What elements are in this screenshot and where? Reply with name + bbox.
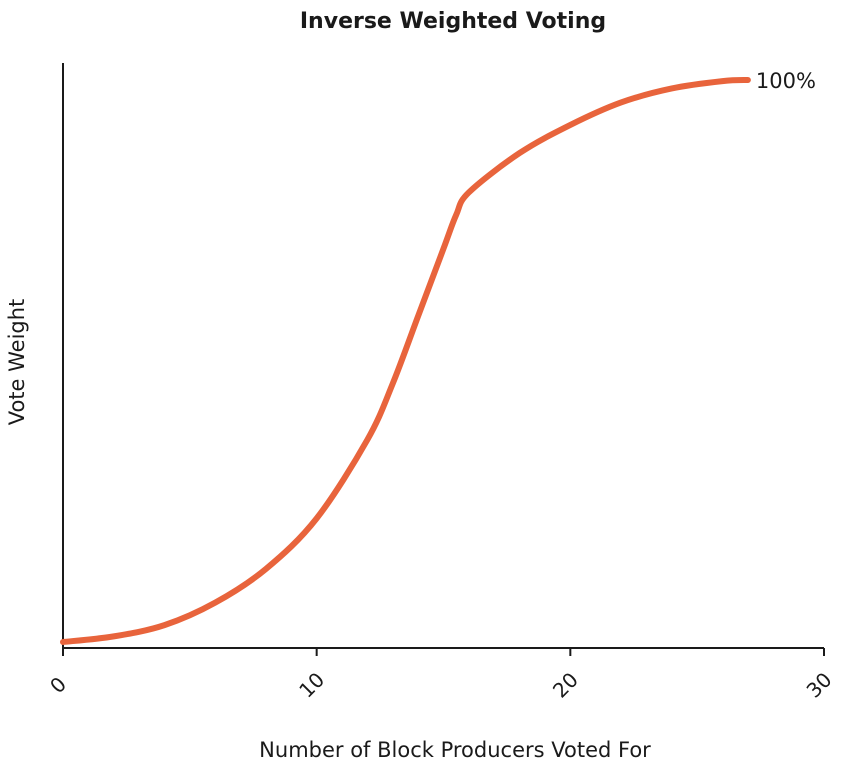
x-tick-label: 20: [548, 668, 583, 703]
series-line: [60, 77, 751, 645]
x-ticks: 0 10 20 30: [45, 648, 837, 703]
x-tick-label: 30: [802, 668, 837, 703]
annotation-group: 100%: [756, 69, 816, 93]
axes: [62, 63, 824, 649]
x-tick-label: 0: [45, 672, 71, 698]
y-axis-label: Vote Weight: [5, 299, 29, 426]
series-group: [60, 77, 751, 645]
end-value-label: 100%: [756, 69, 816, 93]
x-axis-label: Number of Block Producers Voted For: [259, 738, 651, 762]
chart-title: Inverse Weighted Voting: [300, 9, 606, 34]
x-tick-label: 10: [294, 668, 329, 703]
